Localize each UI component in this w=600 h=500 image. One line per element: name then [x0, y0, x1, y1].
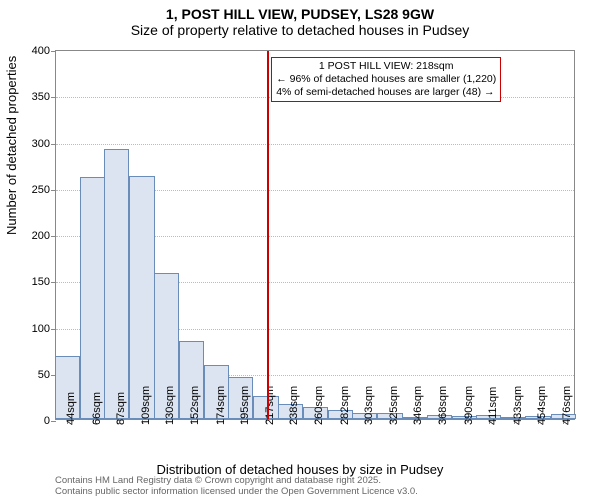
ytick-label: 250 — [32, 184, 56, 196]
xtick-label: 454sqm — [536, 386, 548, 425]
xtick-label: 411sqm — [487, 387, 499, 425]
ytick-label: 350 — [32, 91, 56, 103]
xtick-label: 390sqm — [463, 386, 475, 425]
histogram-bar — [129, 176, 154, 419]
chart-title-line2: Size of property relative to detached ho… — [0, 22, 600, 38]
histogram-bar — [80, 177, 105, 419]
y-axis-label: Number of detached properties — [4, 56, 19, 235]
annotation-line3: 4% of semi-detached houses are larger (4… — [276, 86, 496, 99]
ytick-label: 150 — [32, 276, 56, 288]
xtick-label: 433sqm — [512, 386, 524, 425]
xtick-label: 152sqm — [189, 386, 201, 425]
xtick-label: 174sqm — [215, 386, 227, 425]
gridline — [56, 144, 574, 145]
xtick-label: 44sqm — [65, 392, 77, 425]
xtick-label: 195sqm — [239, 386, 251, 425]
chart-title-line1: 1, POST HILL VIEW, PUDSEY, LS28 9GW — [0, 6, 600, 22]
footer-line2: Contains public sector information licen… — [55, 487, 418, 498]
xtick-label: 130sqm — [164, 386, 176, 425]
reference-line — [267, 51, 269, 419]
chart-title-block: 1, POST HILL VIEW, PUDSEY, LS28 9GW Size… — [0, 0, 600, 38]
footer-attribution: Contains HM Land Registry data © Crown c… — [55, 476, 418, 498]
xtick-label: 217sqm — [264, 386, 276, 425]
ytick-label: 200 — [32, 230, 56, 242]
xtick-label: 66sqm — [91, 392, 103, 425]
xtick-label: 260sqm — [313, 386, 325, 425]
histogram-bar — [104, 149, 129, 419]
xtick-label: 238sqm — [288, 386, 300, 425]
ytick-label: 50 — [38, 369, 56, 381]
xtick-label: 282sqm — [339, 386, 351, 425]
plot-box: 05010015020025030035040044sqm66sqm87sqm1… — [55, 50, 575, 420]
xtick-label: 325sqm — [388, 386, 400, 425]
annotation-line1: 1 POST HILL VIEW: 218sqm — [276, 60, 496, 73]
ytick-label: 300 — [32, 138, 56, 150]
xtick-label: 109sqm — [140, 386, 152, 425]
ytick-label: 100 — [32, 323, 56, 335]
ytick-label: 400 — [32, 45, 56, 57]
plot-area: 05010015020025030035040044sqm66sqm87sqm1… — [55, 50, 575, 420]
annotation-box: 1 POST HILL VIEW: 218sqm← 96% of detache… — [271, 57, 501, 102]
xtick-label: 368sqm — [437, 386, 449, 425]
xtick-label: 87sqm — [115, 392, 127, 425]
xtick-label: 476sqm — [561, 386, 573, 425]
annotation-line2: ← 96% of detached houses are smaller (1,… — [276, 73, 496, 86]
xtick-label: 303sqm — [363, 386, 375, 425]
xtick-label: 346sqm — [412, 386, 424, 425]
